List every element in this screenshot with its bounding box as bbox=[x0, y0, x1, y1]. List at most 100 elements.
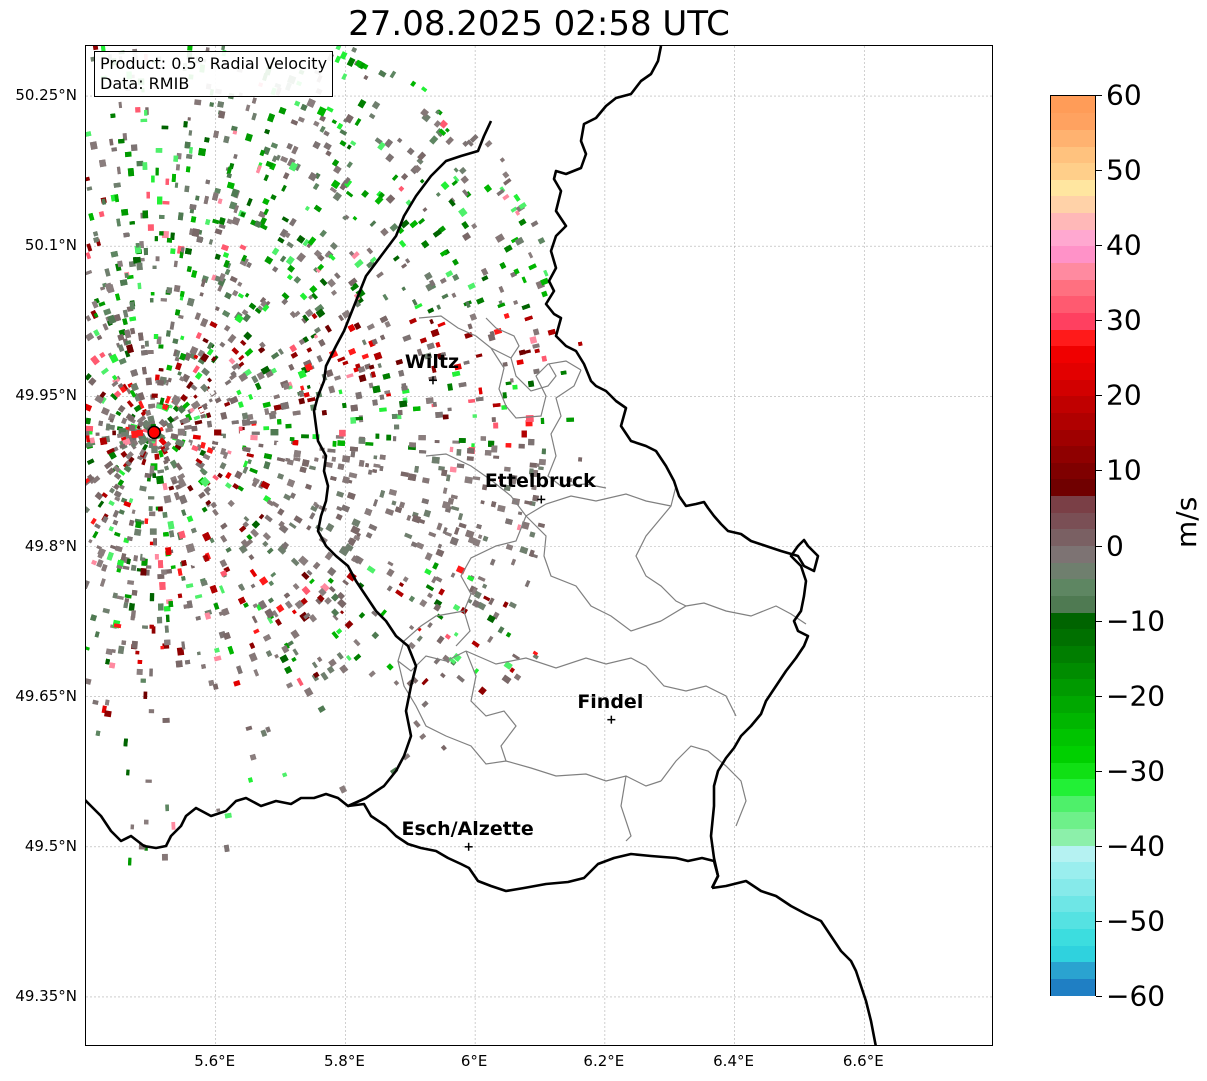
velocity-echo bbox=[310, 505, 318, 512]
velocity-echo bbox=[376, 271, 384, 279]
border-belgium-luxembourg-west bbox=[86, 120, 493, 850]
velocity-echo bbox=[118, 509, 125, 515]
velocity-echo bbox=[512, 384, 518, 390]
velocity-echo bbox=[317, 705, 326, 713]
velocity-echo bbox=[505, 631, 512, 638]
velocity-echo bbox=[165, 547, 172, 556]
velocity-echo bbox=[121, 431, 127, 436]
radar-map[interactable] bbox=[86, 46, 993, 1046]
velocity-echo bbox=[349, 140, 357, 147]
border-luxembourg-france bbox=[347, 802, 720, 893]
velocity-echo bbox=[252, 508, 262, 518]
velocity-echo bbox=[200, 413, 207, 419]
velocity-echo bbox=[308, 294, 313, 300]
velocity-echo bbox=[438, 465, 445, 471]
velocity-echo bbox=[339, 785, 347, 794]
velocity-echo bbox=[478, 686, 487, 696]
radar-site-marker[interactable] bbox=[147, 425, 161, 440]
velocity-echo bbox=[471, 640, 480, 648]
velocity-echo bbox=[327, 278, 336, 288]
velocity-echo bbox=[135, 521, 142, 529]
velocity-echo bbox=[428, 531, 437, 538]
colorbar-tick-mark bbox=[1096, 920, 1102, 922]
velocity-echo bbox=[437, 321, 446, 328]
velocity-echo bbox=[351, 47, 358, 53]
velocity-echo bbox=[111, 374, 118, 381]
velocity-echo bbox=[533, 368, 540, 375]
velocity-echo bbox=[187, 505, 194, 514]
velocity-echo bbox=[272, 610, 279, 618]
velocity-echo bbox=[95, 730, 101, 737]
velocity-echo bbox=[393, 680, 400, 686]
velocity-echo bbox=[246, 413, 254, 421]
colorbar-tick-label: 50 bbox=[1106, 153, 1142, 187]
velocity-echo bbox=[108, 526, 114, 532]
velocity-echo bbox=[191, 425, 198, 432]
velocity-echo bbox=[238, 361, 245, 368]
velocity-echo bbox=[277, 236, 285, 244]
velocity-echo bbox=[299, 385, 305, 391]
velocity-echo bbox=[218, 217, 226, 225]
velocity-echo bbox=[121, 417, 128, 425]
velocity-echo bbox=[114, 545, 123, 553]
velocity-echo bbox=[171, 173, 177, 183]
velocity-echo bbox=[505, 543, 514, 551]
velocity-echo bbox=[202, 531, 212, 542]
velocity-echo bbox=[440, 181, 450, 191]
map-panel[interactable] bbox=[85, 45, 993, 1046]
velocity-echo bbox=[352, 423, 360, 431]
velocity-echo bbox=[371, 631, 380, 640]
velocity-echo bbox=[477, 534, 483, 539]
velocity-echo bbox=[313, 501, 318, 507]
velocity-echo bbox=[108, 451, 117, 460]
velocity-echo bbox=[331, 593, 340, 602]
velocity-echo bbox=[208, 679, 215, 687]
velocity-echo bbox=[452, 175, 460, 183]
velocity-echo bbox=[149, 298, 154, 303]
velocity-echo bbox=[379, 490, 386, 498]
velocity-echo bbox=[516, 359, 524, 366]
velocity-echo bbox=[171, 821, 176, 830]
velocity-echo bbox=[96, 559, 104, 568]
velocity-echo bbox=[398, 582, 404, 588]
velocity-echo bbox=[418, 450, 427, 454]
velocity-echo bbox=[480, 436, 487, 441]
velocity-echo bbox=[113, 490, 122, 498]
velocity-echo bbox=[433, 120, 442, 128]
velocity-echo bbox=[100, 46, 106, 52]
colorbar-segment bbox=[1051, 845, 1095, 863]
velocity-echo bbox=[411, 298, 418, 306]
colorbar-segment bbox=[1051, 745, 1095, 763]
velocity-echo bbox=[325, 150, 332, 157]
velocity-echo bbox=[277, 508, 285, 516]
velocity-echo bbox=[453, 167, 459, 173]
velocity-echo bbox=[113, 531, 121, 537]
canton-border-mersch bbox=[525, 515, 662, 632]
velocity-echo bbox=[141, 366, 147, 375]
velocity-echo bbox=[424, 272, 433, 281]
velocity-echo bbox=[173, 284, 181, 293]
colorbar-segment bbox=[1051, 761, 1095, 780]
velocity-echo bbox=[204, 612, 212, 620]
velocity-echo bbox=[346, 492, 356, 500]
velocity-echo bbox=[407, 473, 417, 482]
velocity-echo bbox=[326, 106, 334, 113]
velocity-echo bbox=[130, 368, 139, 377]
velocity-echo bbox=[254, 382, 262, 391]
radar-site-dot[interactable] bbox=[147, 425, 161, 440]
velocity-echo bbox=[219, 559, 228, 568]
velocity-echo bbox=[198, 491, 206, 499]
velocity-echo bbox=[540, 277, 550, 286]
colorbar-tick-label: 10 bbox=[1106, 453, 1142, 487]
velocity-echo bbox=[152, 473, 157, 479]
velocity-echo bbox=[264, 255, 274, 265]
velocity-echo bbox=[391, 500, 397, 506]
colorbar-segment bbox=[1051, 462, 1095, 480]
velocity-echo bbox=[346, 144, 352, 150]
velocity-echo bbox=[271, 266, 279, 273]
velocity-echo bbox=[129, 221, 135, 225]
velocity-echo bbox=[116, 595, 124, 600]
velocity-echo bbox=[137, 659, 143, 665]
velocity-echo bbox=[353, 653, 362, 661]
velocity-echo bbox=[181, 641, 186, 650]
